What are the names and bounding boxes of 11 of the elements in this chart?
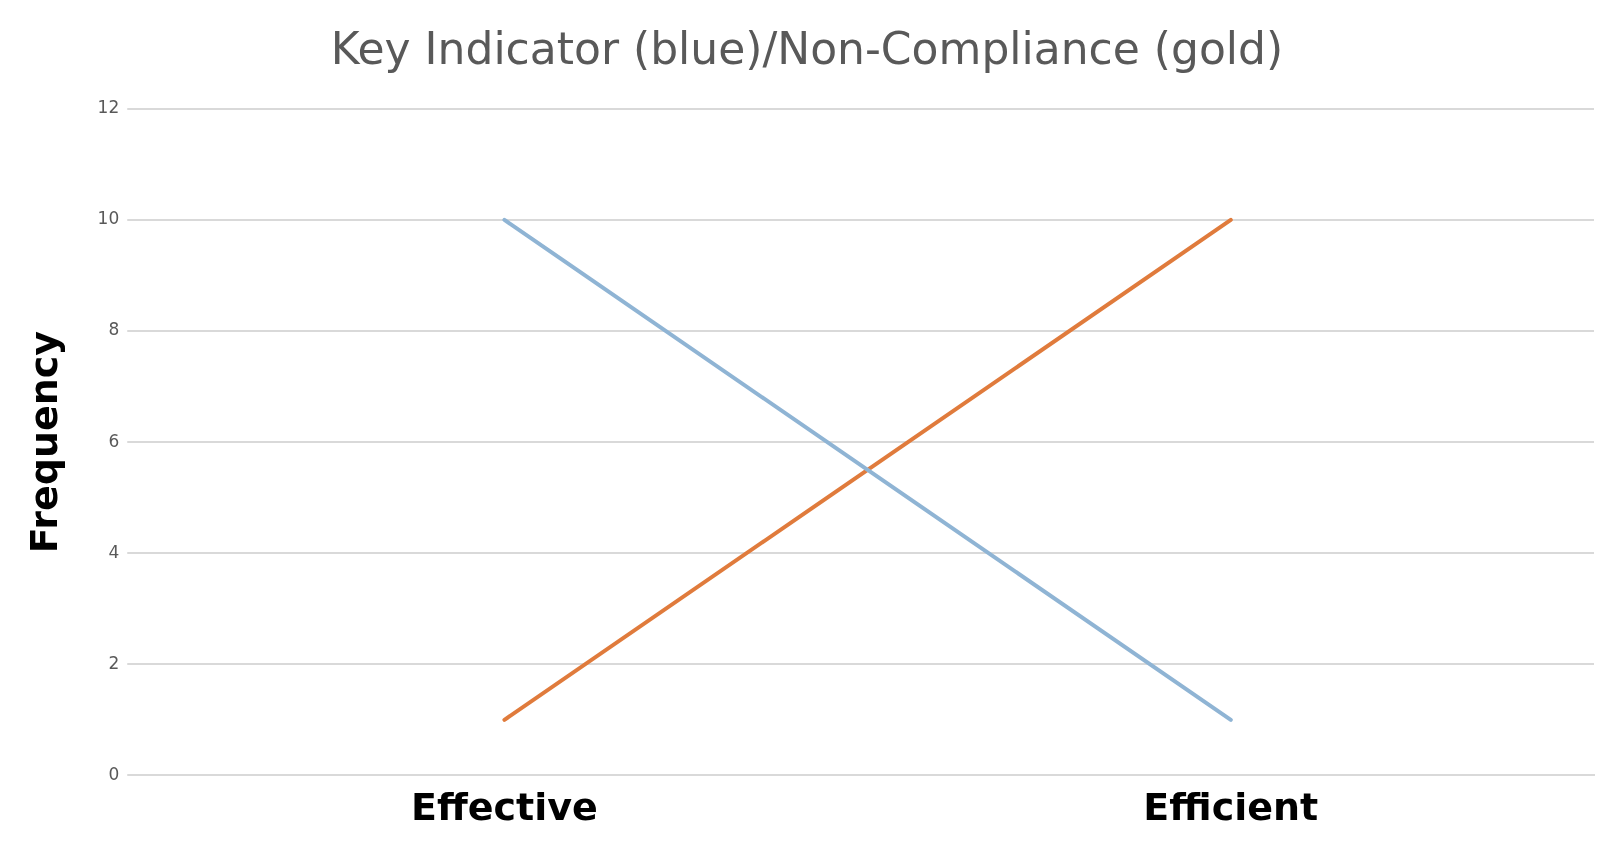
x-tick-label: Effective xyxy=(411,785,598,830)
x-tick-label: Efficient xyxy=(1143,785,1319,830)
chart-title: Key Indicator (blue)/Non-Compliance (gold) xyxy=(330,22,1284,74)
y-tick-label: 12 xyxy=(97,97,120,118)
y-tick-label: 6 xyxy=(108,430,120,451)
y-tick-label: 0 xyxy=(108,763,120,784)
y-axis-title: Frequency xyxy=(21,330,66,554)
y-tick-label: 4 xyxy=(108,541,120,562)
y-tick-label: 2 xyxy=(108,652,120,673)
y-tick-label: 8 xyxy=(108,319,120,340)
y-tick-label: 10 xyxy=(97,208,120,229)
